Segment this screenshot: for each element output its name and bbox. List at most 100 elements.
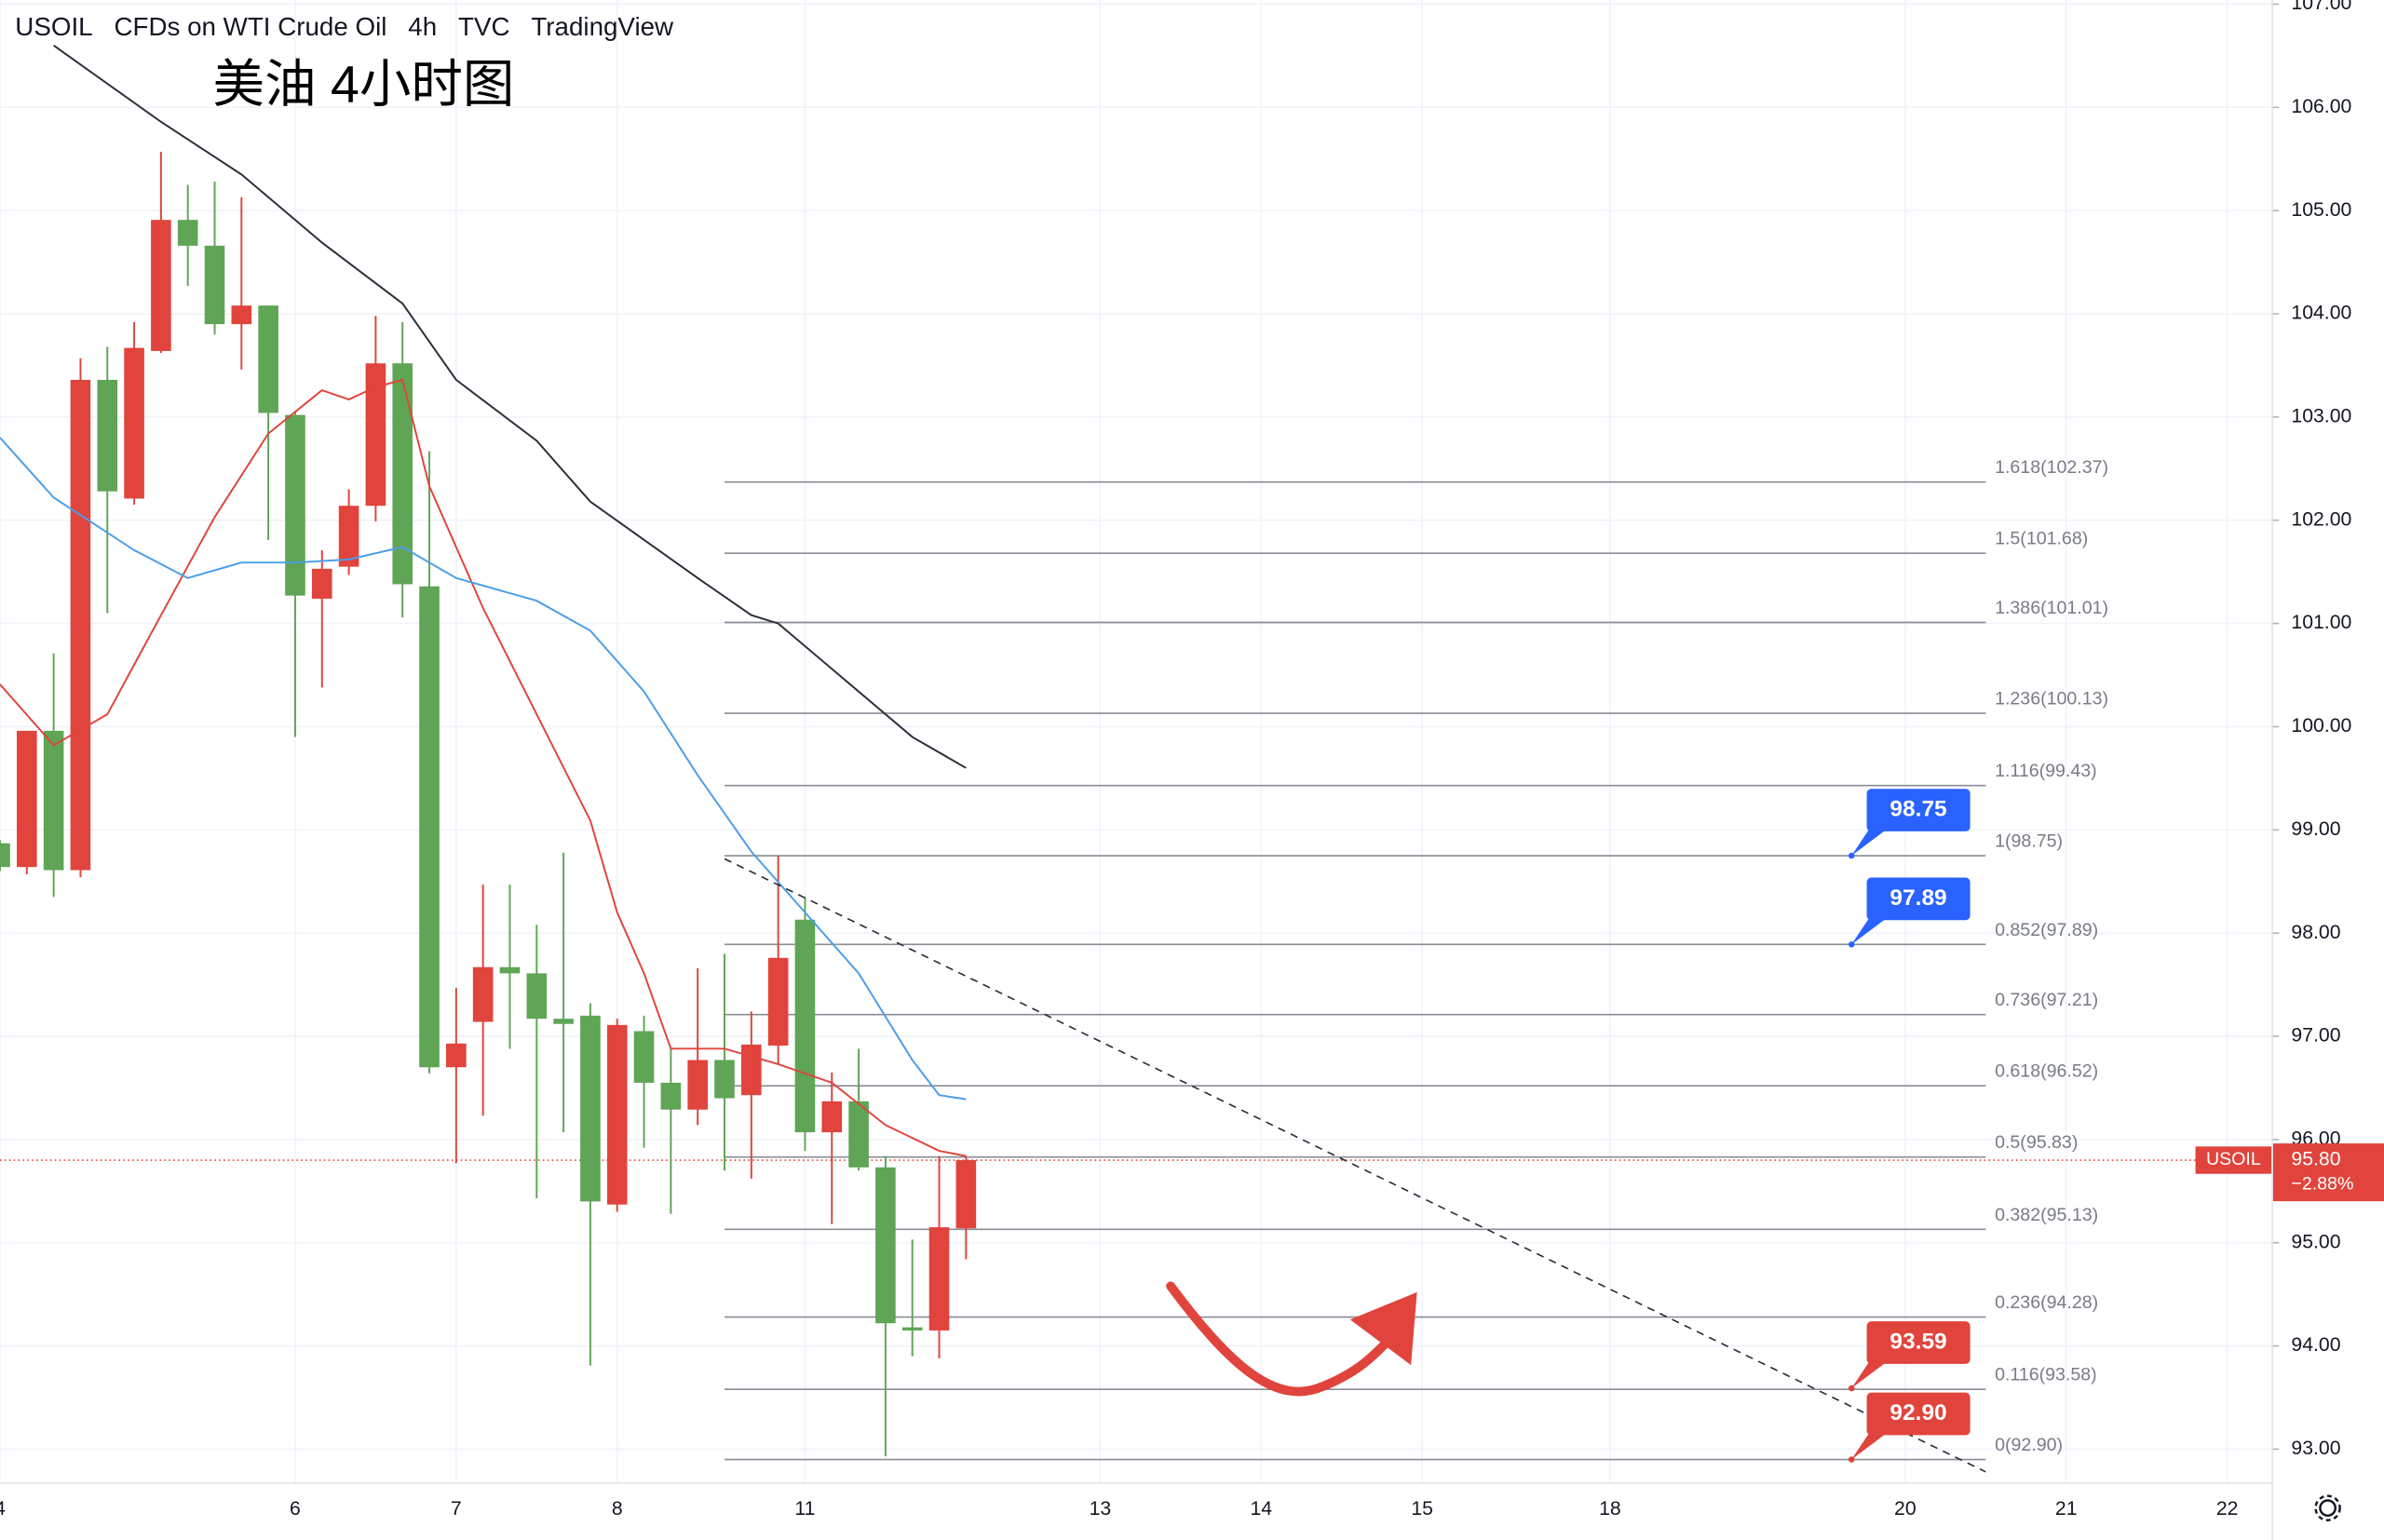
y-tick-label: 95.00 (2291, 1231, 2340, 1252)
candle-body (70, 379, 91, 871)
y-tick-label: 105.00 (2291, 199, 2351, 221)
y-tick-label: 107.00 (2291, 0, 2351, 14)
candle-body (606, 1024, 628, 1205)
grid (0, 0, 2280, 1482)
y-tick-label: 103.00 (2291, 406, 2351, 427)
candle-body (338, 506, 359, 567)
symbol-tag-label: USOIL (2206, 1149, 2261, 1169)
candle-body (499, 966, 521, 974)
candle-body (955, 1160, 977, 1229)
candle-body (472, 966, 494, 1022)
arrow-head (1349, 1291, 1417, 1366)
y-tick-label: 100.00 (2291, 715, 2351, 736)
candle-body (928, 1227, 950, 1331)
price-tag-anchor (1848, 941, 1855, 948)
candle-body (714, 1060, 735, 1099)
moving-average-line (53, 45, 967, 769)
x-tick-label: 4 (0, 1498, 6, 1520)
candle-body (365, 363, 386, 507)
candle-body (124, 347, 144, 499)
price-tag-anchor (1848, 852, 1855, 859)
fib-label: 1(98.75) (1995, 831, 2063, 852)
x-tick-label: 14 (1250, 1498, 1272, 1520)
x-tick-label: 11 (794, 1498, 815, 1520)
x-tick-label: 13 (1090, 1498, 1112, 1520)
y-tick-label: 101.00 (2291, 612, 2351, 633)
price-tag-pointer (1851, 916, 1889, 945)
settings-icon-ring (2319, 1499, 2337, 1518)
candle-body (821, 1101, 843, 1133)
x-tick-label: 22 (2216, 1498, 2239, 1520)
fib-label: 0.382(95.13) (1995, 1205, 2098, 1225)
fib-label: 0(92.90) (1995, 1435, 2063, 1455)
candle-body (258, 305, 278, 413)
fib-label: 0.116(93.58) (1995, 1365, 2097, 1385)
arrow-curve (1166, 1281, 1396, 1397)
chart-title: 美油 4小时图 (213, 55, 515, 113)
candle-body (311, 568, 332, 600)
fib-label: 1.618(102.37) (1995, 457, 2108, 478)
fib-label: 1.236(100.13) (1995, 689, 2108, 709)
price-tag-box (1866, 877, 1971, 921)
candle-body (419, 586, 440, 1068)
header-item: TVC (458, 12, 510, 41)
candle-body (97, 379, 118, 492)
fib-label: 1.386(101.01) (1995, 598, 2108, 618)
price-tag-anchor (1848, 1385, 1855, 1392)
candle-body (285, 414, 305, 596)
y-tick-label: 104.00 (2291, 303, 2351, 324)
price-tag-box (1866, 1321, 1971, 1364)
moving-average-line (0, 378, 967, 1157)
header: USOIL CFDs on WTI Crude Oil 4h TVC TradingVi… (15, 12, 674, 41)
moving-average-line (0, 437, 967, 1101)
price-tag-label: 93.59 (1890, 1330, 1946, 1355)
candle-body (660, 1082, 682, 1110)
header-item: 4h (408, 12, 437, 41)
price-axis-tag-label: 95.80 (2291, 1149, 2340, 1170)
header-item: CFDs on WTI Crude Oil (114, 12, 386, 41)
price-tag-box (1866, 789, 1971, 831)
candle-body (767, 957, 789, 1046)
candle-body (43, 730, 64, 871)
fib-label: 1.5(101.68) (1995, 529, 2088, 549)
candle-body (0, 843, 10, 868)
y-tick-label: 102.00 (2291, 508, 2351, 530)
price-axis-tag (2272, 1143, 2384, 1202)
price-tag-label: 92.90 (1890, 1400, 1946, 1425)
header-item: USOIL (15, 12, 92, 41)
price-tag-label: 97.89 (1890, 885, 1946, 911)
candle-body (901, 1327, 923, 1331)
candle-body (580, 1015, 601, 1202)
fib-label: 0.736(97.21) (1995, 990, 2098, 1010)
fib-label: 0.5(95.83) (1995, 1132, 2078, 1153)
x-tick-label: 18 (1599, 1498, 1621, 1520)
x-tick-label: 6 (290, 1498, 301, 1520)
fib-label: 1.116(99.43) (1995, 761, 2097, 781)
y-tick-label: 97.00 (2291, 1025, 2340, 1047)
price-axis-tag-change: −2.88% (2291, 1173, 2353, 1194)
fib-label: 0.618(96.52) (1995, 1061, 2098, 1082)
candle-body (875, 1167, 896, 1324)
candle-body (687, 1060, 708, 1110)
settings-icon[interactable] (2314, 1494, 2341, 1521)
y-tick-label: 93.00 (2291, 1438, 2340, 1459)
y-tick-label: 99.00 (2291, 818, 2340, 840)
candle-body (526, 973, 548, 1020)
candle-body (794, 919, 816, 1133)
x-tick-label: 21 (2055, 1498, 2078, 1520)
price-tag-box (1866, 1392, 1971, 1436)
candle-body (17, 730, 37, 868)
candle-body (177, 220, 198, 246)
settings-icon-teeth (2314, 1494, 2341, 1521)
candle-body (231, 305, 252, 325)
fib-label: 0.852(97.89) (1995, 920, 2098, 940)
trend-line (724, 858, 1986, 1473)
price-tag-pointer (1851, 828, 1889, 857)
candle-body (553, 1019, 574, 1024)
candle-body (151, 220, 171, 351)
price-tag-label: 98.75 (1890, 797, 1946, 822)
price-tag-pointer (1851, 1432, 1889, 1460)
candle-body (446, 1043, 467, 1068)
